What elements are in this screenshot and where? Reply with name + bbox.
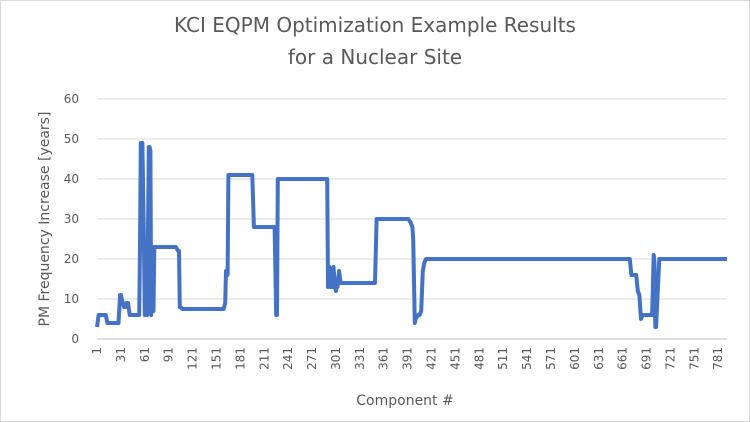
x-tick-label: 631 bbox=[592, 347, 606, 370]
x-tick-label: 211 bbox=[257, 347, 271, 370]
x-axis-label: Component # bbox=[356, 393, 453, 409]
x-tick-label: 121 bbox=[186, 347, 200, 370]
chart-title: KCI EQPM Optimization Example Results bbox=[174, 13, 576, 37]
x-tick-label: 751 bbox=[687, 347, 701, 370]
x-tick-label: 511 bbox=[496, 347, 510, 370]
x-tick-label: 571 bbox=[544, 347, 558, 370]
x-tick-label: 241 bbox=[281, 347, 295, 370]
x-tick-label: 181 bbox=[233, 347, 247, 370]
y-tick-label: 40 bbox=[64, 172, 79, 186]
x-tick-label: 721 bbox=[663, 347, 677, 370]
x-tick-label: 781 bbox=[711, 347, 725, 370]
x-tick-labels: 1 31 61 91 121 151 181 211 241 271 301 331 361 391 421… bbox=[90, 347, 725, 370]
y-tick-label: 60 bbox=[64, 92, 79, 106]
y-tick-label: 20 bbox=[64, 252, 79, 266]
series-line bbox=[95, 141, 727, 329]
x-tick-label: 301 bbox=[329, 347, 343, 370]
x-tick-label: 91 bbox=[162, 347, 176, 362]
y-tick-label: 30 bbox=[64, 212, 79, 226]
y-tick-label: 50 bbox=[64, 132, 79, 146]
y-axis-label: PM Frequency Increase [years] bbox=[37, 112, 53, 327]
x-tick-label: 331 bbox=[353, 347, 367, 370]
x-tick-label: 61 bbox=[138, 347, 152, 362]
x-tick-label: 361 bbox=[377, 347, 391, 370]
x-tick-label: 541 bbox=[520, 347, 534, 370]
x-tick-label: 661 bbox=[616, 347, 630, 370]
chart-subtitle: for a Nuclear Site bbox=[287, 45, 463, 69]
y-tick-label: 0 bbox=[71, 332, 79, 346]
y-tick-labels: 0 10 20 30 40 50 60 bbox=[64, 92, 79, 346]
gridlines bbox=[97, 98, 727, 340]
x-tick-label: 691 bbox=[640, 347, 654, 370]
x-tick-label: 481 bbox=[472, 347, 486, 370]
y-tick-label: 10 bbox=[64, 292, 79, 306]
x-tick-label: 391 bbox=[401, 347, 415, 370]
x-tick-label: 31 bbox=[114, 347, 128, 362]
x-tick-label: 451 bbox=[448, 347, 462, 370]
x-tick-label: 271 bbox=[305, 347, 319, 370]
x-tick-label: 1 bbox=[90, 347, 104, 355]
x-tick-label: 601 bbox=[568, 347, 582, 370]
x-tick-label: 421 bbox=[425, 347, 439, 370]
x-tick-label: 151 bbox=[209, 347, 223, 370]
